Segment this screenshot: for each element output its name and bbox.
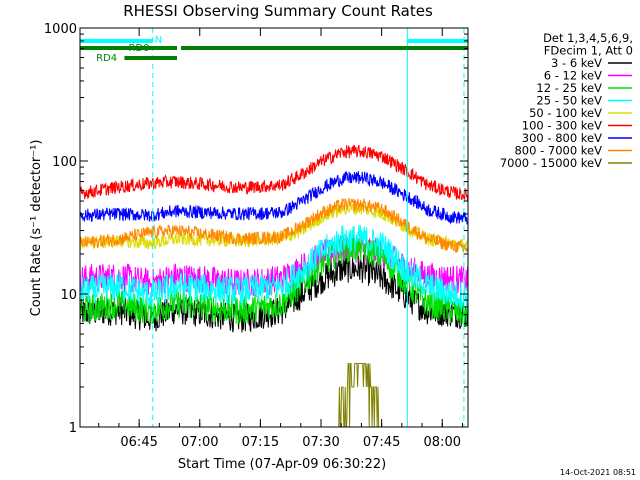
y-tick-label-3: 1000 (44, 22, 77, 37)
legend-label-8: 7000 - 15000 keV (500, 156, 602, 170)
x-tick-label-3: 07:30 (302, 435, 339, 450)
series-line-3 (80, 224, 468, 310)
series-line-8 (338, 363, 380, 427)
segment-label-2: RD0 (129, 43, 150, 54)
x-tick-label-4: 07:45 (363, 435, 400, 450)
series-line-2 (80, 233, 468, 327)
legend-label-0: 3 - 6 keV (551, 56, 602, 70)
x-axis: 06:45 07:00 07:15 07:30 07:45 08:00 (98, 28, 463, 450)
legend-label-3: 25 - 50 keV (536, 94, 602, 108)
legend-header-1: FDecim 1, Att 0 (544, 44, 633, 58)
plot-frame (79, 27, 469, 428)
x-tick-label-0: 06:45 (120, 435, 157, 450)
segment-bars-layer: N RD0 RD4 (80, 28, 468, 427)
x-tick-label-1: 07:00 (181, 435, 218, 450)
x-axis-label: Start Time (07-Apr-09 06:30:22) (178, 457, 386, 472)
legend-label-4: 50 - 100 keV (529, 106, 602, 120)
timestamp-label: 14-Oct-2021 08:51 (560, 468, 636, 477)
y-axis: 1 10 100 1000 (44, 22, 468, 436)
legend-label-2: 12 - 25 keV (536, 81, 602, 95)
series-line-7 (80, 197, 468, 254)
legend-header-0: Det 1,3,4,5,6,9, (543, 31, 633, 45)
legend-label-5: 100 - 300 keV (522, 119, 602, 133)
legend: Det 1,3,4,5,6,9,FDecim 1, Att 03 - 6 keV… (500, 31, 633, 170)
legend-label-1: 6 - 12 keV (544, 69, 602, 83)
segment-label-4: RD4 (96, 53, 117, 64)
legend-label-6: 300 - 800 keV (522, 131, 602, 145)
x-tick-label-2: 07:15 (242, 435, 279, 450)
legend-label-7: 800 - 7000 keV (514, 144, 602, 158)
chart-title: RHESSI Observing Summary Count Rates (123, 2, 433, 20)
x-tick-label-5: 08:00 (424, 435, 461, 450)
series-line-5 (80, 144, 468, 202)
segment-label-0: N (155, 35, 162, 46)
y-axis-label: Count Rate (s⁻¹ detector⁻¹) (29, 140, 44, 317)
y-tick-label-1: 10 (60, 288, 77, 303)
y-tick-label-0: 1 (69, 421, 77, 436)
series-line-6 (80, 171, 468, 225)
plot-area: N RD0 RD4 (80, 28, 468, 427)
series-layer (80, 144, 468, 427)
y-tick-label-2: 100 (52, 155, 77, 170)
